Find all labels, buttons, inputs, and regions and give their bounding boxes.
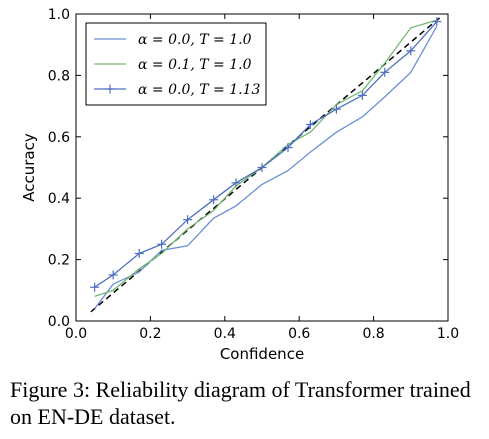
plot-clip-group <box>90 16 442 313</box>
series-3-marker <box>432 17 442 27</box>
series-3-marker <box>257 163 267 172</box>
series-3-marker <box>108 270 118 280</box>
series-3-marker <box>90 282 100 292</box>
axes: 0.0 0.2 0.4 0.6 0.8 1.0 0.0 0.2 0.4 0.6 0.8 1.0 Conf… <box>20 7 459 363</box>
y-axis-label: Accuracy <box>20 133 38 202</box>
series-3-marker <box>331 104 341 114</box>
legend-label-2: α = 0.1, T = 1.0 <box>138 57 252 73</box>
plot-area <box>90 16 442 313</box>
series-3-marker <box>209 195 219 205</box>
legend-label-3: α = 0.0, T = 1.13 <box>138 82 260 98</box>
plot-frame <box>75 13 449 322</box>
series-3-marker <box>380 67 390 77</box>
series-3-marker <box>157 239 167 249</box>
figure-caption: Figure 3: Reliability diagram of Transfo… <box>10 377 471 429</box>
legend-label-1: α = 0.0, T = 1.0 <box>138 32 252 48</box>
y-tick-label: 0.4 <box>48 191 70 207</box>
y-tick-label: 0.0 <box>48 314 70 330</box>
series-3-marker <box>406 46 416 56</box>
y-tick-label: 0.8 <box>48 68 70 84</box>
series-3-marker <box>183 215 193 225</box>
series-3-marker <box>283 143 293 153</box>
series-3-marker <box>231 178 241 188</box>
x-axis-label: Confidence <box>220 345 304 363</box>
series-3-marker <box>134 248 144 258</box>
x-tick-label: 1.0 <box>437 326 459 342</box>
x-tick-label: 0.8 <box>362 326 384 342</box>
x-tick-label: 0.6 <box>288 326 310 342</box>
x-tick-label: 0.4 <box>214 326 236 342</box>
series-3-marker <box>305 120 315 130</box>
y-tick-label: 0.6 <box>48 130 70 146</box>
y-tick-label: 0.2 <box>48 253 70 269</box>
reliability-chart: 0.0 0.2 0.4 0.6 0.8 1.0 0.0 0.2 0.4 0.6 0.8 1.0 Conf… <box>20 7 459 363</box>
x-tick-label: 0.2 <box>139 326 161 342</box>
x-tick-label: 0.0 <box>65 326 87 342</box>
series-3-marker <box>357 90 367 100</box>
legend: α = 0.0, T = 1.0 α = 0.1, T = 1.0 α = 0.0,… <box>85 22 267 106</box>
y-tick-label: 1.0 <box>48 7 70 23</box>
series-line-1 <box>94 25 438 310</box>
